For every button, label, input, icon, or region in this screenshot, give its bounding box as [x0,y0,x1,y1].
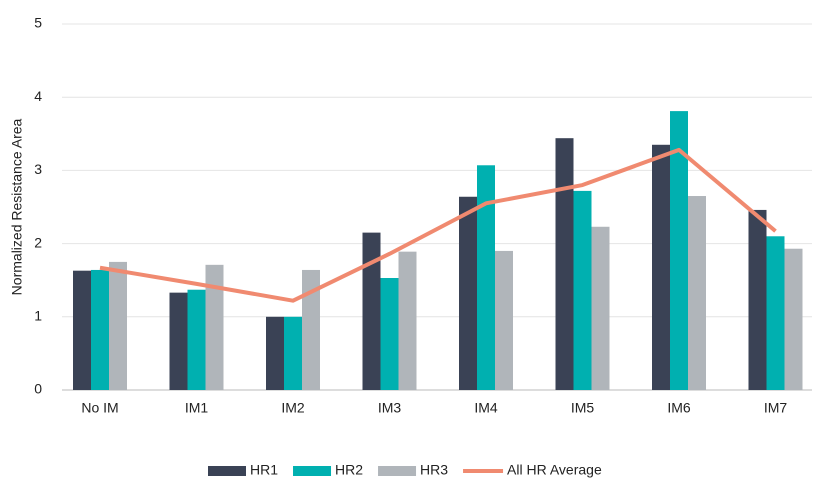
x-tick-label: IM7 [764,400,788,416]
bar [187,289,206,390]
bar [784,248,803,390]
bar [591,226,610,390]
bar [573,190,592,390]
y-tick-label: 4 [34,88,42,104]
y-axis-label: Normalized Resistance Area [9,118,25,295]
bar [205,264,224,390]
y-tick-label: 3 [34,161,42,177]
bar [362,232,381,390]
bar [748,209,767,390]
bar [555,138,574,390]
legend-label: HR3 [420,462,448,478]
y-tick-label: 1 [34,308,42,324]
legend-label: HR1 [250,462,278,478]
bar [302,269,320,390]
y-tick-label: 5 [34,15,42,31]
legend-label: HR2 [335,462,363,478]
x-tick-label: IM1 [185,400,209,416]
y-tick-label: 2 [34,234,42,250]
bar [688,196,706,390]
bar [169,292,188,390]
legend-swatch [293,466,332,476]
bar [109,261,127,390]
x-tick-label: IM3 [378,400,402,416]
bar [266,316,284,390]
y-tick-label: 0 [34,381,42,397]
legend-label: All HR Average [507,462,602,478]
bar [652,144,670,390]
bar [670,111,688,390]
bar [284,316,302,390]
line [99,147,777,303]
x-tick-label: IM6 [667,400,691,416]
x-tick-label: IM2 [281,400,305,416]
bar [91,269,109,390]
bar [477,165,495,390]
legend-swatch [378,466,417,476]
x-tick-label: IM4 [474,400,498,416]
bar [398,251,417,390]
x-tick-label: IM5 [571,400,595,416]
bar [495,250,513,390]
bar [73,270,91,390]
x-tick-label: No IM [81,400,118,416]
bar [380,278,399,390]
bar [459,196,477,390]
bar [766,236,785,390]
legend-swatch [208,466,246,476]
